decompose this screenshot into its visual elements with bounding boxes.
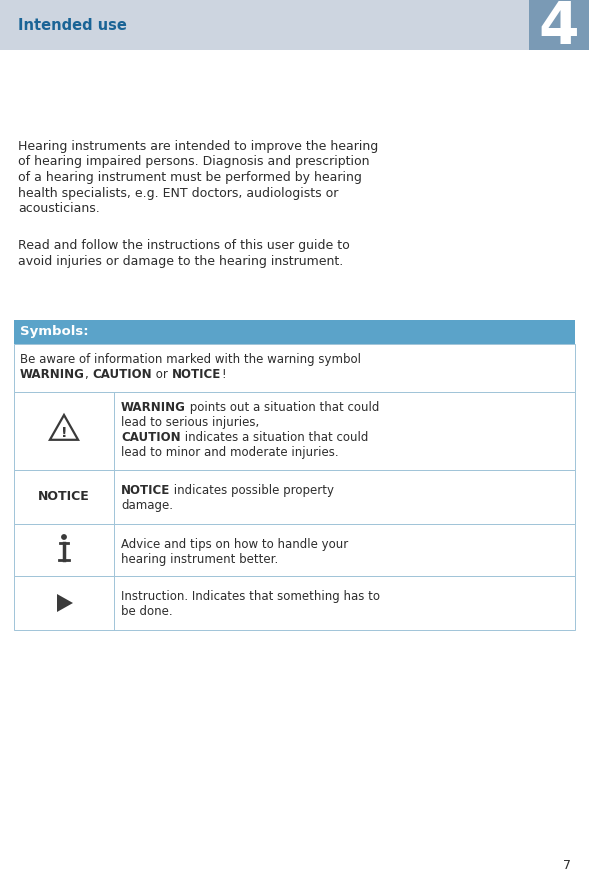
Bar [14,392,575,470]
Text: be done.: be done. [121,605,173,618]
Circle shape [62,535,66,539]
Text: Hearing instruments are intended to improve the hearing: Hearing instruments are intended to impr… [18,140,378,153]
Bar [14,320,575,344]
Text: points out a situation that could: points out a situation that could [186,401,379,414]
Text: health specialists, e.g. ENT doctors, audiologists or: health specialists, e.g. ENT doctors, au… [18,187,338,199]
Bar [529,0,589,50]
Text: of hearing impaired persons. Diagnosis and prescription: of hearing impaired persons. Diagnosis a… [18,156,369,168]
Bar [14,470,575,524]
Text: indicates a situation that could: indicates a situation that could [181,431,368,444]
Text: WARNING: WARNING [20,368,85,381]
Text: lead to minor and moderate injuries.: lead to minor and moderate injuries. [121,446,339,459]
Text: WARNING: WARNING [121,401,186,414]
Text: avoid injuries or damage to the hearing instrument.: avoid injuries or damage to the hearing … [18,255,343,268]
Text: indicates possible property: indicates possible property [170,484,334,497]
Text: 7: 7 [563,859,571,872]
Text: !: ! [221,368,226,381]
Text: CAUTION: CAUTION [121,431,181,444]
Text: hearing instrument better.: hearing instrument better. [121,553,278,566]
Bar [14,576,575,630]
Text: or: or [152,368,171,381]
Text: Instruction. Indicates that something has to: Instruction. Indicates that something ha… [121,590,380,603]
Text: !: ! [61,425,67,440]
Text: Advice and tips on how to handle your: Advice and tips on how to handle your [121,538,348,551]
Text: of a hearing instrument must be performed by hearing: of a hearing instrument must be performe… [18,171,362,184]
Text: NOTICE: NOTICE [38,490,90,504]
Text: NOTICE: NOTICE [121,484,170,497]
Text: acousticians.: acousticians. [18,202,100,215]
Text: Be aware of information marked with the warning symbol: Be aware of information marked with the … [20,353,361,366]
Text: damage.: damage. [121,499,173,512]
Bar [14,344,575,392]
Text: 4: 4 [539,0,580,55]
Polygon shape [57,594,73,612]
Text: Intended use: Intended use [18,18,127,33]
Text: Read and follow the instructions of this user guide to: Read and follow the instructions of this… [18,239,350,253]
Text: NOTICE: NOTICE [171,368,221,381]
Bar [14,524,575,576]
Text: ,: , [85,368,92,381]
Text: CAUTION: CAUTION [92,368,152,381]
Bar [0,0,529,50]
Text: Symbols:: Symbols: [20,326,88,338]
Text: lead to serious injuries,: lead to serious injuries, [121,416,259,429]
